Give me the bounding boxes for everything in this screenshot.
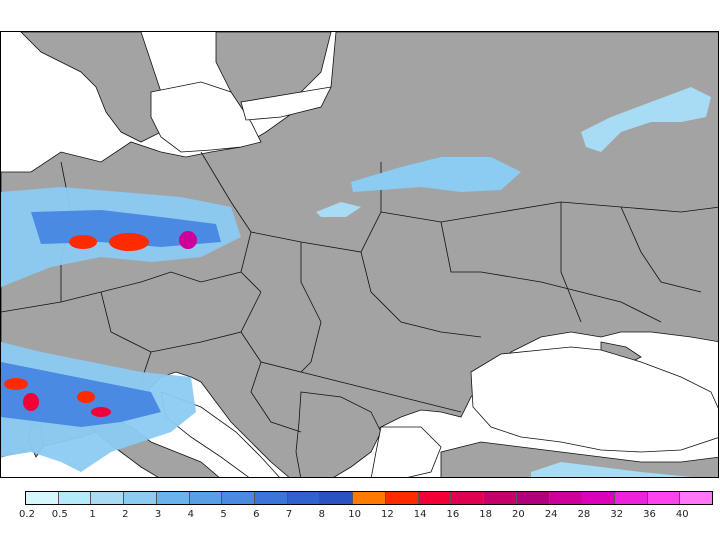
legend-swatch (451, 492, 485, 504)
color-legend (25, 491, 713, 505)
precip-ne-band (581, 87, 711, 152)
precip-max-1 (69, 235, 97, 249)
legend-swatch (124, 492, 157, 504)
legend-swatch (287, 492, 321, 504)
legend-swatch (58, 492, 92, 504)
aegean-sea (370, 426, 442, 477)
legend-swatch (614, 492, 648, 504)
legend-tick-label: 8 (318, 509, 326, 520)
map-canvas (1, 32, 718, 477)
legend-swatch (26, 492, 59, 504)
legend-tick-label: 0.2 (19, 509, 35, 520)
legend-tick-label: 16 (446, 509, 460, 520)
black-sea (470, 346, 718, 453)
legend-swatch (680, 492, 713, 504)
legend-tick-label: 32 (610, 509, 624, 520)
gulf-finland (240, 86, 332, 121)
precip-max-4 (4, 378, 28, 390)
legend-swatch (418, 492, 452, 504)
precip-max-5 (23, 393, 39, 411)
legend-tick-labels: 0.2 0.5 1 2 3 4 5 6 7 8 10 12 14 16 18 20 24 28 32 36 40 (0, 509, 720, 523)
baltic-sea (150, 81, 262, 153)
anatolia-land (440, 441, 718, 477)
legend-swatch (156, 492, 190, 504)
legend-tick-label: 36 (643, 509, 656, 520)
legend-tick-label: 3 (154, 509, 162, 520)
legend-swatch (320, 492, 354, 504)
precip-max-2 (109, 233, 149, 251)
legend-tick-label: 20 (512, 509, 525, 520)
legend-tick-label: 2 (122, 509, 129, 520)
legend-tick-label: 40 (675, 509, 689, 520)
legend-swatch (222, 492, 256, 504)
scandinavia-land (20, 32, 172, 143)
legend-tick-label: 14 (413, 509, 427, 520)
legend-swatch (484, 492, 517, 504)
precip-max-6 (77, 391, 95, 403)
legend-swatch (385, 492, 419, 504)
legend-swatch (647, 492, 681, 504)
precip-baltic-band (351, 157, 521, 192)
legend-swatch (255, 492, 288, 504)
precipitation-map (0, 31, 719, 478)
legend-tick-label: 5 (220, 509, 227, 520)
legend-swatch (91, 492, 125, 504)
precip-black-sea-s (531, 462, 718, 477)
country-borders (1, 151, 718, 433)
legend-tick-label: 0.5 (51, 509, 68, 520)
legend-tick-label: 6 (253, 509, 260, 520)
legend-swatch (189, 492, 223, 504)
legend-swatch (516, 492, 550, 504)
legend-swatch (353, 492, 386, 504)
legend-tick-label: 7 (285, 509, 293, 520)
legend-tick-label: 24 (544, 509, 558, 520)
precip-poland (316, 202, 361, 217)
precipitation-layer (1, 87, 718, 477)
legend-tick-label: 4 (187, 509, 194, 520)
precip-max-7 (91, 407, 111, 417)
legend-tick-label: 18 (479, 509, 493, 520)
legend-tick-label: 12 (381, 509, 394, 520)
legend-swatch (549, 492, 583, 504)
precip-max-3 (179, 231, 197, 249)
greece-land (295, 391, 382, 477)
legend-tick-label: 10 (348, 509, 361, 520)
legend-tick-label: 28 (577, 509, 591, 520)
legend-tick-label: 1 (89, 509, 96, 520)
legend-swatch (582, 492, 615, 504)
